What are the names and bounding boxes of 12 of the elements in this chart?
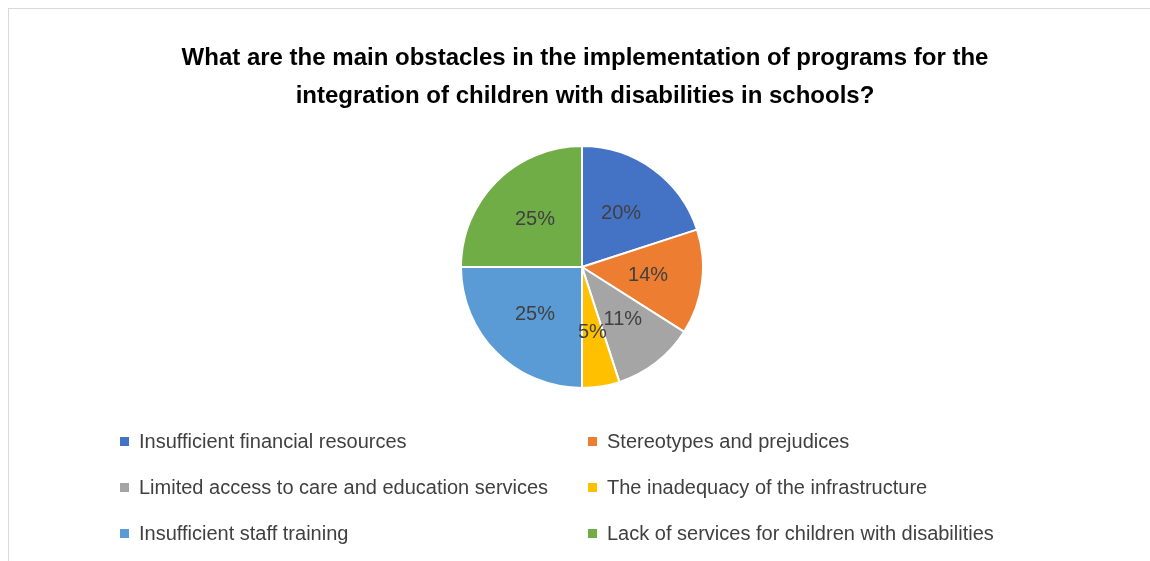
data-label: 14% xyxy=(628,262,669,285)
legend-label: Insufficient staff training xyxy=(139,521,349,545)
legend-label: Lack of services for children with disabilities xyxy=(607,521,994,545)
legend-label: The inadequacy of the infrastructure xyxy=(607,475,928,499)
data-label: 25% xyxy=(514,207,556,230)
data-label: 25% xyxy=(514,301,556,324)
legend-label: Stereotypes and prejudices xyxy=(607,429,850,453)
chart-title: What are the main obstacles in the implementation of programs for the integration of children with disabilities in schools? xyxy=(180,42,990,110)
data-label: 20% xyxy=(601,200,642,223)
data-label: 11% xyxy=(603,307,643,330)
legend-label: Limited access to care and education services xyxy=(139,475,549,499)
legend-label: Insufficient financial resources xyxy=(139,429,407,453)
